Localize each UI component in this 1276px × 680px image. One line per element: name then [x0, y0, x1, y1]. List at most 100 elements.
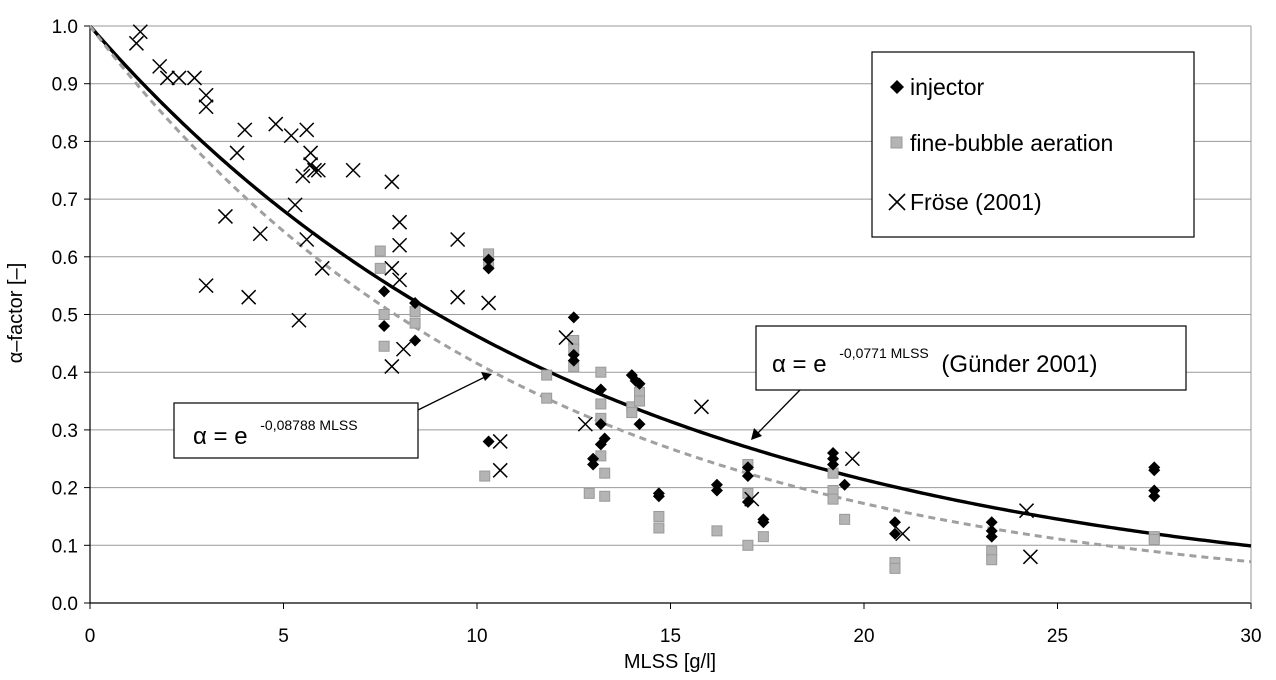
marker-fine-bubble	[595, 398, 607, 410]
y-tick-label: 0.3	[52, 421, 78, 442]
marker-froese	[844, 451, 860, 467]
marker-injector	[567, 311, 580, 324]
marker-injector	[1148, 464, 1161, 477]
marker-injector	[757, 516, 770, 529]
fit-curve-gunder	[88, 24, 1252, 548]
marker-fine-bubble	[742, 539, 754, 551]
marker-froese	[314, 260, 330, 276]
marker-froese	[450, 231, 466, 248]
data-markers	[128, 24, 1161, 574]
x-tick-label: 15	[660, 626, 681, 647]
annotation-fit-arrow	[417, 375, 488, 411]
marker-froese	[152, 58, 168, 74]
marker-fine-bubble	[889, 562, 901, 574]
x-tick-label: 20	[853, 626, 874, 647]
legend-marker-froese	[888, 193, 906, 211]
y-tick-label: 0.4	[52, 363, 79, 384]
marker-froese	[395, 341, 412, 357]
fit-curve-dashed	[88, 25, 1252, 564]
marker-froese	[577, 416, 593, 432]
legend-marker-fine-bubble	[890, 136, 903, 149]
marker-froese	[450, 289, 466, 305]
annotation-fit-superscript: -0,08788 MLSS	[260, 417, 357, 433]
annotation-gunder-superscript: -0,0771 MLSS	[839, 345, 929, 361]
marker-froese	[198, 278, 214, 294]
marker-fine-bubble	[541, 369, 553, 381]
marker-froese	[558, 330, 574, 346]
marker-fine-bubble	[599, 467, 611, 479]
marker-fine-bubble	[374, 245, 386, 257]
legend-label-froese: Fröse (2001)	[910, 189, 1042, 215]
marker-froese	[237, 122, 253, 138]
annotation-gunder-prefix: α = e	[772, 351, 827, 378]
marker-injector	[985, 530, 998, 543]
legend-marker-injector	[890, 80, 904, 94]
marker-fine-bubble	[626, 407, 638, 419]
marker-froese	[132, 24, 148, 40]
marker-injector	[409, 334, 422, 347]
marker-fine-bubble	[839, 513, 851, 525]
marker-froese	[1022, 549, 1038, 565]
y-tick-label: 1.0	[52, 17, 78, 38]
marker-froese	[693, 399, 709, 415]
marker-fine-bubble	[634, 395, 646, 407]
marker-injector	[482, 253, 495, 266]
marker-fine-bubble	[599, 490, 611, 502]
annotation-fit-text: α = e -0,08788 MLSS	[193, 417, 358, 450]
y-axis-title: α–factor [–]	[5, 263, 27, 364]
x-tick-label: 25	[1047, 626, 1068, 647]
marker-injector	[633, 418, 646, 431]
y-tick-label: 0.7	[52, 190, 78, 211]
marker-froese	[295, 168, 311, 184]
marker-fine-bubble	[541, 392, 553, 404]
marker-froese	[198, 99, 214, 115]
marker-injector	[587, 452, 600, 465]
marker-injector	[1148, 490, 1161, 503]
marker-froese	[268, 116, 284, 132]
fit-curves	[88, 24, 1252, 564]
marker-froese	[744, 491, 760, 507]
legend-label-fine-bubble: fine-bubble aeration	[910, 130, 1113, 156]
marker-froese	[492, 462, 508, 478]
annotation-gunder-arrow	[754, 389, 801, 437]
marker-froese	[895, 526, 911, 542]
x-tick-label: 0	[85, 626, 96, 647]
marker-injector	[409, 296, 422, 309]
marker-injector	[985, 516, 998, 529]
y-tick-labels: 0.0 0.1 0.2 0.3 0.4 0.5 0.6 0.7 0.8 0.9 1.0	[52, 17, 79, 615]
marker-injector	[598, 432, 611, 445]
marker-fine-bubble	[827, 493, 839, 505]
y-tick-label: 0.6	[52, 248, 78, 269]
marker-fine-bubble	[1148, 534, 1160, 546]
x-tick-labels: 0 5 10 15 20 25 30	[85, 626, 1262, 647]
marker-fine-bubble	[986, 554, 998, 566]
marker-froese	[392, 214, 408, 230]
annotation-fit: α = e -0,08788 MLSS	[173, 372, 492, 459]
marker-fine-bubble	[595, 366, 607, 378]
marker-froese	[241, 289, 257, 305]
marker-froese	[171, 70, 187, 86]
marker-fine-bubble	[653, 522, 665, 534]
legend-box	[871, 51, 1195, 238]
marker-froese	[310, 162, 326, 178]
marker-froese	[159, 70, 175, 86]
marker-froese	[481, 295, 497, 311]
marker-froese	[392, 237, 408, 253]
x-tick-label: 5	[278, 626, 289, 647]
x-tick-label: 10	[466, 626, 487, 647]
marker-injector	[741, 461, 754, 474]
marker-froese	[252, 226, 268, 242]
annotation-fit-arrowhead	[481, 372, 492, 381]
annotation-gunder: α = e -0,0771 MLSS (Günder 2001)	[751, 325, 1187, 440]
marker-fine-bubble	[409, 317, 421, 329]
legend-label-injector: injector	[910, 74, 984, 100]
y-tick-label: 0.8	[52, 132, 78, 153]
marker-injector	[567, 354, 580, 367]
annotation-gunder-suffix: (Günder 2001)	[941, 351, 1097, 378]
axes	[84, 25, 1252, 609]
marker-fine-bubble	[711, 525, 723, 537]
marker-injector	[378, 320, 391, 333]
marker-froese	[291, 312, 307, 328]
marker-injector	[594, 418, 607, 431]
marker-froese	[217, 208, 233, 224]
